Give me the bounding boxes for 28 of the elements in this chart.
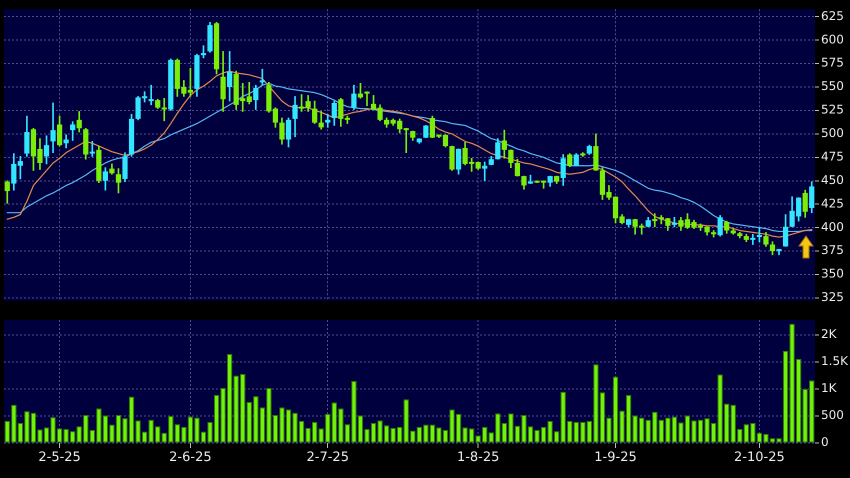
x-tick-label: 1-9-25 (594, 450, 637, 466)
y-tick-label: 350 (821, 266, 844, 281)
x-tick-label: 2-5-25 (38, 450, 81, 466)
candlestick (200, 45, 206, 58)
y-tick-label: 1K (821, 381, 838, 396)
y-tick-label: 500 (821, 126, 844, 140)
y-tick-label: 2K (821, 327, 838, 342)
y-tick-label: 375 (821, 243, 844, 258)
y-tick-label: 450 (821, 172, 844, 187)
y-tick-label: 500 (821, 408, 844, 422)
candlestick (364, 91, 370, 106)
x-tick-label: 2-6-25 (169, 450, 212, 466)
x-tick-label: 2-7-25 (306, 450, 349, 466)
x-tick-label: 1-8-25 (456, 450, 500, 466)
y-tick-label: 0 (821, 435, 829, 450)
y-tick-label: 525 (821, 102, 844, 117)
y-tick-label: 550 (821, 79, 844, 94)
candlestick (50, 102, 56, 153)
y-tick-label: 625 (821, 8, 844, 23)
candlestick (528, 174, 534, 184)
y-tick-label: 575 (821, 56, 844, 70)
y-tick-label: 400 (821, 220, 844, 234)
y-tick-label: 325 (821, 290, 844, 304)
y-tick-label: 1.5K (821, 354, 850, 368)
y-tick-label: 600 (821, 32, 844, 46)
y-tick-label: 425 (821, 196, 844, 210)
x-tick-label: 2-10-25 (734, 450, 785, 466)
y-tick-label: 475 (821, 149, 844, 164)
